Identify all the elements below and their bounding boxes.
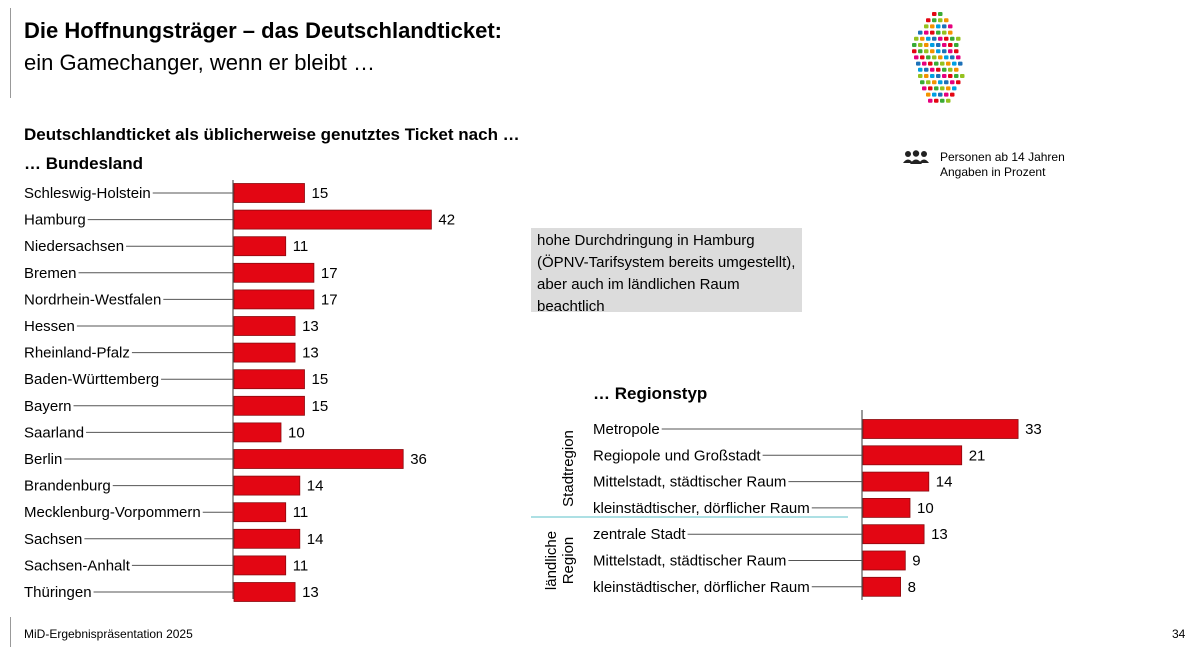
bar [862, 576, 901, 597]
category-label: kleinstädtischer, dörflicher Raum [593, 579, 810, 596]
category-label: Sachsen-Anhalt [24, 557, 131, 574]
bar [233, 316, 296, 336]
category-label: Thüringen [24, 584, 92, 601]
group-label: Region [560, 537, 577, 585]
category-label: Schleswig-Holstein [24, 185, 151, 202]
section-title: Deutschlandticket als üblicherweise genu… [24, 125, 520, 144]
bar [233, 555, 287, 576]
bar [233, 236, 287, 257]
header-accent-line [10, 8, 11, 98]
bar [862, 524, 925, 545]
bar [233, 209, 432, 230]
value-label: 14 [307, 531, 324, 548]
category-label: kleinstädtischer, dörflicher Raum [593, 500, 810, 517]
category-label: zentrale Stadt [593, 526, 686, 543]
category-label: Rheinland-Pfalz [24, 345, 130, 362]
category-label: Hessen [24, 318, 75, 335]
category-label: Mecklenburg-Vorpommern [24, 504, 201, 521]
value-label: 13 [302, 345, 319, 362]
value-label: 36 [410, 451, 427, 468]
category-label: Mittelstadt, städtischer Raum [593, 474, 786, 491]
value-label: 15 [312, 371, 329, 388]
value-label: 10 [917, 500, 934, 517]
bar [233, 342, 296, 363]
value-label: 11 [293, 557, 309, 574]
bar [233, 262, 315, 283]
group-label: Stadtregion [560, 430, 577, 507]
bar [233, 369, 305, 390]
bar [233, 475, 301, 496]
page-subtitle: ein Gamechanger, wenn er bleibt … [24, 50, 375, 75]
category-label: Baden-Württemberg [24, 371, 159, 388]
category-label: Sachsen [24, 531, 82, 548]
value-label: 14 [936, 474, 953, 491]
legend-note-line1: Personen ab 14 Jahren [940, 150, 1065, 164]
group-label: ländliche [543, 531, 560, 590]
bar [233, 502, 287, 523]
bar [233, 289, 315, 310]
category-label: Bremen [24, 265, 77, 282]
bar [233, 528, 301, 549]
value-label: 9 [912, 553, 920, 570]
value-label: 21 [969, 447, 986, 464]
footer-text: MiD-Ergebnispräsentation 2025 [24, 627, 193, 641]
bar [862, 497, 911, 518]
value-label: 8 [908, 579, 916, 596]
bar [862, 471, 930, 492]
category-label: Hamburg [24, 212, 86, 229]
page-number: 34 [1172, 627, 1186, 641]
chart-title-bundesland: … Bundesland [24, 154, 144, 173]
value-label: 13 [302, 318, 319, 335]
value-label: 11 [293, 504, 309, 521]
value-label: 10 [288, 424, 305, 441]
germany-map-logo [912, 12, 965, 103]
category-label: Nordrhein-Westfalen [24, 291, 161, 308]
value-label: 42 [438, 212, 455, 229]
value-label: 17 [321, 291, 338, 308]
value-label: 15 [312, 398, 329, 415]
category-label: Metropole [593, 421, 660, 438]
value-label: 13 [302, 584, 319, 601]
bar [862, 550, 906, 571]
bar [233, 582, 296, 602]
legend-note: Personen ab 14 Jahren Angaben in Prozent [902, 150, 1065, 180]
chart-title-regionstyp: … Regionstyp [593, 384, 708, 403]
value-label: 13 [931, 526, 948, 543]
footer-accent-line [10, 617, 11, 647]
legend-note-line2: Angaben in Prozent [940, 165, 1046, 179]
value-label: 33 [1025, 421, 1042, 438]
category-label: Brandenburg [24, 478, 111, 495]
bar [233, 183, 305, 203]
bar [233, 449, 404, 469]
category-label: Saarland [24, 424, 84, 441]
value-label: 11 [293, 238, 309, 255]
value-label: 14 [307, 478, 324, 495]
page-title: Die Hoffnungsträger – das Deutschlandtic… [24, 18, 502, 43]
value-label: 15 [312, 185, 329, 202]
bar [233, 422, 282, 443]
people-group-icon [903, 150, 929, 164]
bar [862, 445, 963, 466]
category-label: Regiopole und Großstadt [593, 447, 761, 464]
value-label: 17 [321, 265, 338, 282]
category-label: Mittelstadt, städtischer Raum [593, 553, 786, 570]
category-label: Niedersachsen [24, 238, 124, 255]
bar [233, 395, 305, 416]
bar [862, 419, 1019, 439]
category-label: Berlin [24, 451, 62, 468]
category-label: Bayern [24, 398, 72, 415]
info-box: hohe Durchdringung in Hamburg (ÖPNV-Tari… [531, 228, 802, 315]
